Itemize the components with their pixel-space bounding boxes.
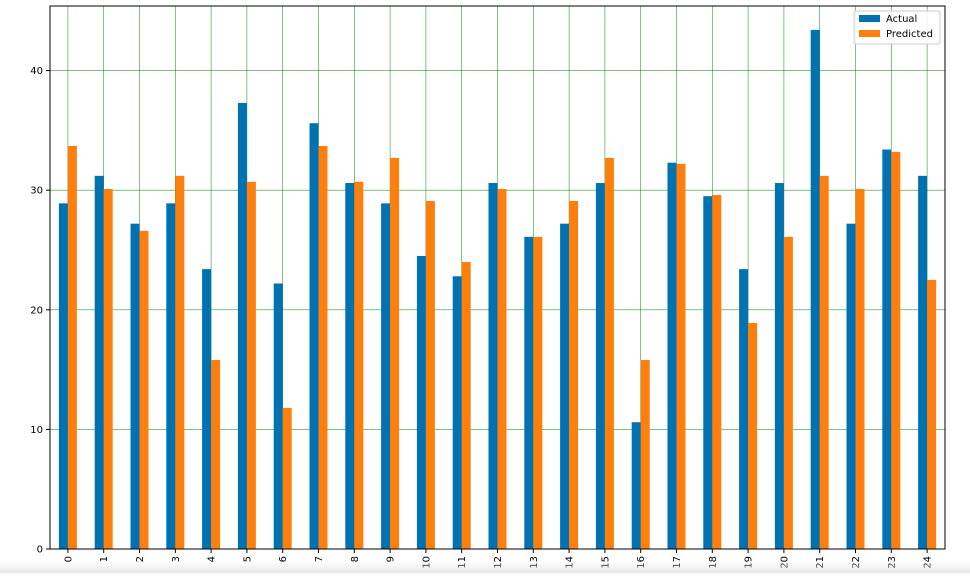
y-tick-label: 40 — [30, 66, 43, 77]
bar-predicted-4 — [211, 360, 221, 549]
bar-predicted-2 — [139, 230, 149, 550]
bar-actual-9 — [381, 203, 391, 549]
bar-actual-17 — [667, 162, 677, 550]
bar-actual-15 — [595, 183, 605, 549]
x-tick-label: 3 — [171, 556, 182, 562]
bar-predicted-15 — [604, 157, 614, 549]
bar-actual-4 — [202, 269, 212, 549]
bar-predicted-11 — [461, 261, 471, 549]
bar-actual-14 — [560, 223, 570, 550]
bar-predicted-10 — [425, 200, 435, 550]
bar-actual-19 — [739, 269, 749, 549]
bar-predicted-7 — [318, 145, 328, 549]
bar-predicted-14 — [569, 200, 579, 550]
bars-layer — [58, 29, 937, 550]
bar-predicted-12 — [497, 188, 507, 549]
x-tick-label: 4 — [207, 556, 218, 562]
bar-actual-3 — [166, 203, 176, 549]
x-tick-label: 2 — [135, 556, 146, 562]
x-tick-label: 6 — [278, 556, 289, 562]
bar-predicted-0 — [67, 145, 77, 549]
y-tick-label: 10 — [30, 425, 43, 436]
x-tick-label: 8 — [350, 556, 361, 562]
x-tick-label: 7 — [314, 556, 325, 562]
bar-predicted-8 — [354, 181, 364, 549]
x-tick-label: 5 — [242, 556, 253, 562]
bar-predicted-21 — [819, 175, 829, 549]
bar-actual-24 — [918, 175, 928, 549]
bar-actual-8 — [345, 183, 355, 549]
bar-predicted-24 — [927, 279, 937, 549]
bar-actual-20 — [774, 183, 784, 549]
bar-predicted-22 — [855, 188, 865, 549]
bar-predicted-20 — [783, 236, 793, 549]
bar-actual-22 — [846, 223, 856, 550]
bar-predicted-3 — [175, 175, 185, 549]
bar-actual-13 — [524, 236, 534, 549]
bar-predicted-17 — [676, 163, 686, 549]
bar-predicted-19 — [748, 322, 758, 549]
bar-actual-0 — [58, 203, 68, 549]
bar-actual-2 — [130, 223, 140, 550]
legend: Actual Predicted — [853, 10, 941, 45]
y-tick-label: 30 — [30, 186, 43, 197]
bottom-fade — [0, 561, 970, 573]
bar-actual-16 — [631, 422, 641, 549]
bar-actual-12 — [488, 183, 498, 549]
bar-actual-6 — [273, 283, 283, 549]
bar-predicted-23 — [891, 151, 901, 549]
x-tick-label: 1 — [99, 556, 110, 562]
legend-swatch-actual — [859, 15, 880, 22]
bar-actual-7 — [309, 123, 319, 549]
bar-predicted-18 — [712, 194, 722, 549]
bar-predicted-16 — [640, 360, 650, 549]
bar-actual-21 — [810, 29, 820, 549]
legend-label-actual: Actual — [886, 14, 917, 25]
bar-predicted-6 — [282, 407, 292, 549]
bar-actual-18 — [703, 196, 713, 549]
bar-actual-11 — [452, 276, 462, 549]
bar-predicted-9 — [390, 157, 400, 549]
y-tick-label: 20 — [30, 305, 43, 316]
plot-frame — [49, 5, 946, 550]
bar-predicted-1 — [103, 188, 113, 549]
legend-swatch-predicted — [859, 30, 880, 37]
bar-actual-5 — [237, 102, 247, 550]
bar-actual-23 — [882, 149, 892, 549]
legend-label-predicted: Predicted — [886, 29, 933, 40]
bar-actual-10 — [416, 255, 426, 549]
y-tick-label: 0 — [37, 545, 43, 556]
x-tick-label: 0 — [63, 556, 74, 562]
bar-predicted-13 — [533, 236, 543, 549]
bar-predicted-5 — [246, 181, 256, 549]
bar-actual-1 — [94, 175, 104, 549]
x-tick-label: 9 — [386, 556, 397, 562]
